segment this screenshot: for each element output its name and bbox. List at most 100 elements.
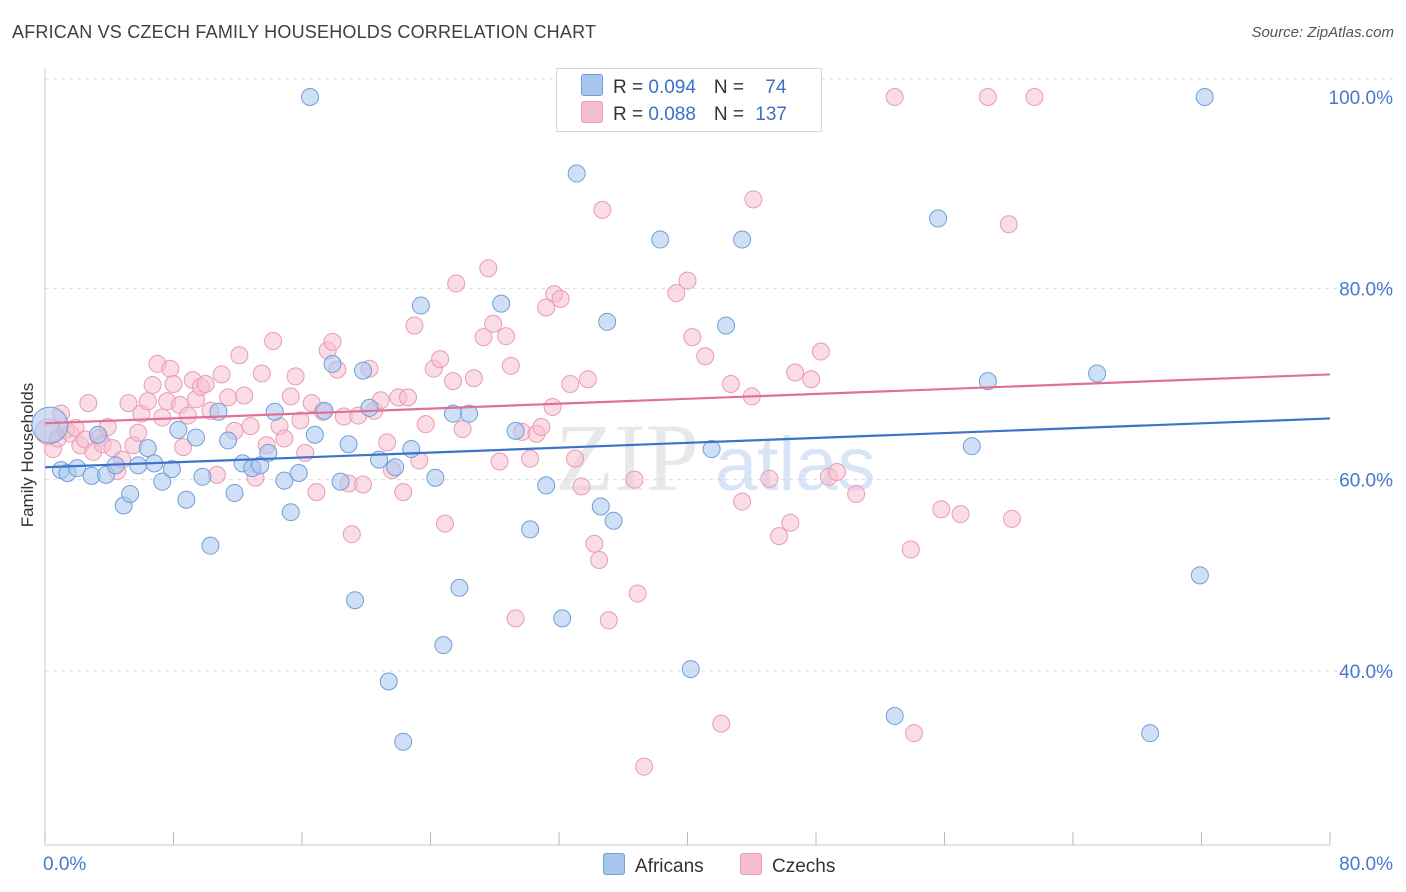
african-point [360,398,379,417]
czech-point [537,298,556,317]
african-point [275,471,294,490]
czech-point [479,259,498,278]
czech-point [827,463,846,482]
african-point [323,354,342,373]
czech-point [1025,88,1044,106]
african-point [567,164,586,183]
y-tick-label: 100.0% [1329,88,1394,109]
y-tick-label: 40.0% [1339,662,1393,683]
african-point [121,485,140,504]
african-point [460,404,479,423]
africans-trend-line [44,417,1331,469]
czech-point [103,439,122,458]
czech-point [129,423,148,442]
czech-point [978,88,997,106]
african-point [402,440,421,459]
african-point [1190,566,1209,585]
czech-point [342,525,361,544]
czechs-legend-swatch [740,853,762,875]
african-point [521,520,540,539]
y-tick-label: 80.0% [1339,279,1393,300]
czech-point [235,386,254,405]
african-point [506,421,525,440]
africans-r-value: 0.094 [648,77,696,98]
african-point [153,472,172,491]
african-point [177,490,196,509]
african-point [193,467,212,486]
african-point [225,484,244,503]
czechs-legend-label: Czechs [772,856,836,877]
african-point [426,468,445,487]
czech-point [506,609,525,628]
african-point [962,437,981,456]
czech-point [770,527,789,546]
czech-point [696,347,715,366]
african-point [394,732,413,751]
czech-point [323,332,342,351]
czech-point [464,369,483,388]
czech-point [405,316,424,335]
czech-point [585,534,604,553]
czech-point [599,611,618,630]
czech-point [551,289,570,308]
source-label: Source: ZipAtlas.com [1251,24,1394,41]
african-point [289,463,308,482]
african-point [331,472,350,491]
african-point [434,636,453,655]
african-point [301,88,320,106]
legend-item-africans[interactable]: Africans [603,853,704,878]
african-point [281,503,300,522]
african-point [651,230,670,249]
african-point [169,420,188,439]
african-point [591,497,610,516]
legend-item-czechs[interactable]: Czechs [740,853,835,878]
czechs-n-label: N = [713,104,750,125]
czechs-trend-line [44,373,1331,425]
czech-point [447,274,466,293]
african-point [598,312,617,331]
czech-point [241,417,260,436]
african-point [537,476,556,495]
czech-point [484,314,503,333]
czech-point [296,443,315,462]
czech-point [561,375,580,393]
czech-point [378,433,397,452]
african-point [379,672,398,691]
african-point [339,435,358,454]
tick-labels: 40.0% 60.0% 80.0% 100.0% 0.0% 80.0% [43,88,1393,875]
czech-point [178,406,197,425]
african-point [138,439,157,458]
czech-point [733,492,752,511]
africans-n-label: N = [713,77,750,98]
african-point [450,578,469,597]
african-point [1195,88,1214,106]
axes [44,68,1331,846]
african-point [68,459,87,478]
african-point [929,209,948,228]
czech-point [590,551,609,570]
african-point [885,706,904,725]
african-point [411,296,430,315]
african-point [129,456,148,475]
correlation-legend: R = 0.094 N = 74 R = 0.088 N = 137 [556,68,822,132]
czech-point [786,363,805,382]
czech-point [744,190,763,209]
czech-point [572,477,591,496]
czechs-r-label: R = [613,104,649,125]
czech-point [275,429,294,448]
african-point [31,406,69,444]
czech-point [501,356,520,375]
czech-point [628,584,647,603]
czechs-r-value: 0.088 [648,104,696,125]
czech-point [394,483,413,502]
czech-point [593,200,612,219]
african-point [717,316,736,335]
czech-point [904,724,923,743]
czech-point [399,388,418,407]
czech-point [161,359,180,378]
african-point [162,460,181,479]
czech-point [286,367,305,386]
african-point [1088,364,1107,383]
czech-point [307,483,326,502]
african-point [733,230,752,249]
